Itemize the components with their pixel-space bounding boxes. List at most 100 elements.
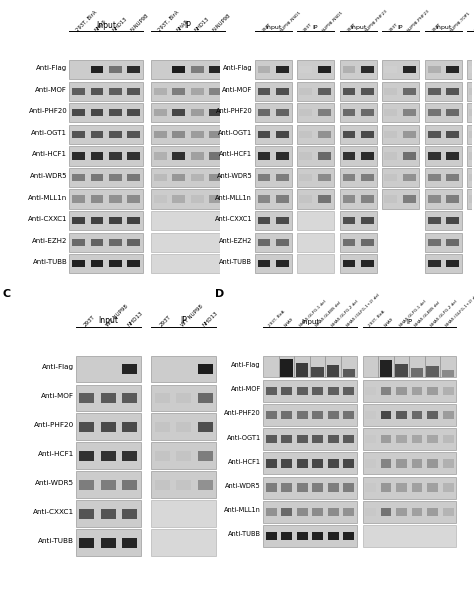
Bar: [443, 484, 454, 492]
Text: 293T: 293T: [473, 22, 474, 33]
Bar: [343, 532, 354, 540]
Bar: [403, 109, 416, 116]
Text: NHA9: NHA9: [383, 317, 394, 328]
Bar: [264, 428, 356, 450]
Bar: [198, 421, 213, 432]
Bar: [257, 195, 271, 203]
Text: WT NUP98: WT NUP98: [105, 304, 128, 328]
Bar: [191, 66, 204, 74]
Bar: [328, 508, 338, 516]
Bar: [109, 195, 122, 203]
Bar: [281, 532, 292, 540]
Bar: [173, 87, 185, 95]
Bar: [427, 484, 438, 492]
Bar: [428, 195, 440, 203]
Bar: [69, 81, 143, 101]
Bar: [343, 153, 356, 160]
Bar: [326, 356, 341, 377]
Bar: [109, 174, 122, 181]
Bar: [155, 393, 170, 403]
Bar: [109, 109, 122, 116]
Bar: [176, 450, 191, 461]
Bar: [425, 81, 462, 101]
Bar: [72, 131, 85, 138]
Bar: [297, 435, 308, 443]
Bar: [281, 484, 292, 492]
Bar: [343, 174, 356, 181]
Bar: [341, 356, 356, 377]
Bar: [363, 501, 456, 523]
Bar: [154, 87, 167, 95]
Bar: [381, 387, 392, 395]
Bar: [425, 233, 462, 252]
Text: Anti-HCF1: Anti-HCF1: [228, 459, 261, 465]
Bar: [76, 529, 141, 556]
Bar: [427, 459, 438, 467]
Bar: [91, 195, 103, 203]
Bar: [365, 508, 376, 516]
Bar: [297, 211, 334, 230]
Text: Anti-CXXC1: Anti-CXXC1: [33, 508, 74, 514]
Text: IP: IP: [184, 21, 191, 30]
Text: Anti-HCF1: Anti-HCF1: [32, 151, 67, 157]
Bar: [297, 387, 308, 395]
Bar: [297, 233, 334, 252]
Bar: [297, 60, 334, 79]
Text: NHA9: NHA9: [284, 317, 295, 328]
Bar: [281, 359, 293, 377]
Bar: [255, 233, 292, 252]
Bar: [72, 174, 85, 181]
Bar: [446, 195, 459, 203]
Bar: [425, 147, 462, 165]
Bar: [446, 109, 459, 116]
Bar: [446, 217, 459, 224]
Bar: [69, 254, 143, 273]
Bar: [173, 195, 185, 203]
Bar: [328, 435, 338, 443]
Bar: [425, 125, 462, 144]
Text: Anti-MLL1n: Anti-MLL1n: [224, 507, 261, 513]
Bar: [411, 435, 422, 443]
Bar: [312, 484, 323, 492]
Bar: [427, 387, 438, 395]
Bar: [281, 435, 292, 443]
Text: Input: Input: [265, 25, 282, 30]
Bar: [151, 60, 225, 79]
Text: NUP98-PHF23: NUP98-PHF23: [365, 8, 389, 33]
Bar: [276, 87, 289, 95]
Bar: [426, 366, 439, 377]
Text: 293T, BirA: 293T, BirA: [75, 10, 98, 33]
Bar: [154, 174, 167, 181]
Bar: [209, 66, 222, 74]
Bar: [318, 87, 331, 95]
Bar: [428, 239, 440, 246]
Text: 293T: 293T: [83, 315, 96, 328]
Bar: [469, 195, 474, 203]
Bar: [91, 131, 103, 138]
Text: Anti-WDR5: Anti-WDR5: [225, 483, 261, 489]
Bar: [361, 260, 374, 267]
Bar: [72, 87, 85, 95]
Bar: [340, 254, 377, 273]
Text: Anti-WDR5: Anti-WDR5: [35, 479, 74, 485]
Bar: [154, 195, 167, 203]
Text: Anti-OGT1: Anti-OGT1: [218, 130, 252, 136]
Bar: [343, 239, 356, 246]
Bar: [425, 103, 462, 122]
Bar: [91, 260, 103, 267]
Bar: [343, 260, 356, 267]
Bar: [155, 479, 170, 490]
Bar: [328, 387, 338, 395]
Bar: [382, 147, 419, 165]
Bar: [425, 211, 462, 230]
Bar: [425, 356, 440, 377]
Bar: [266, 484, 276, 492]
Bar: [109, 66, 122, 74]
Bar: [209, 195, 222, 203]
Bar: [343, 131, 356, 138]
Bar: [365, 484, 376, 492]
Bar: [411, 387, 422, 395]
Text: 293T: 293T: [431, 22, 442, 33]
Bar: [191, 195, 204, 203]
Bar: [127, 260, 140, 267]
